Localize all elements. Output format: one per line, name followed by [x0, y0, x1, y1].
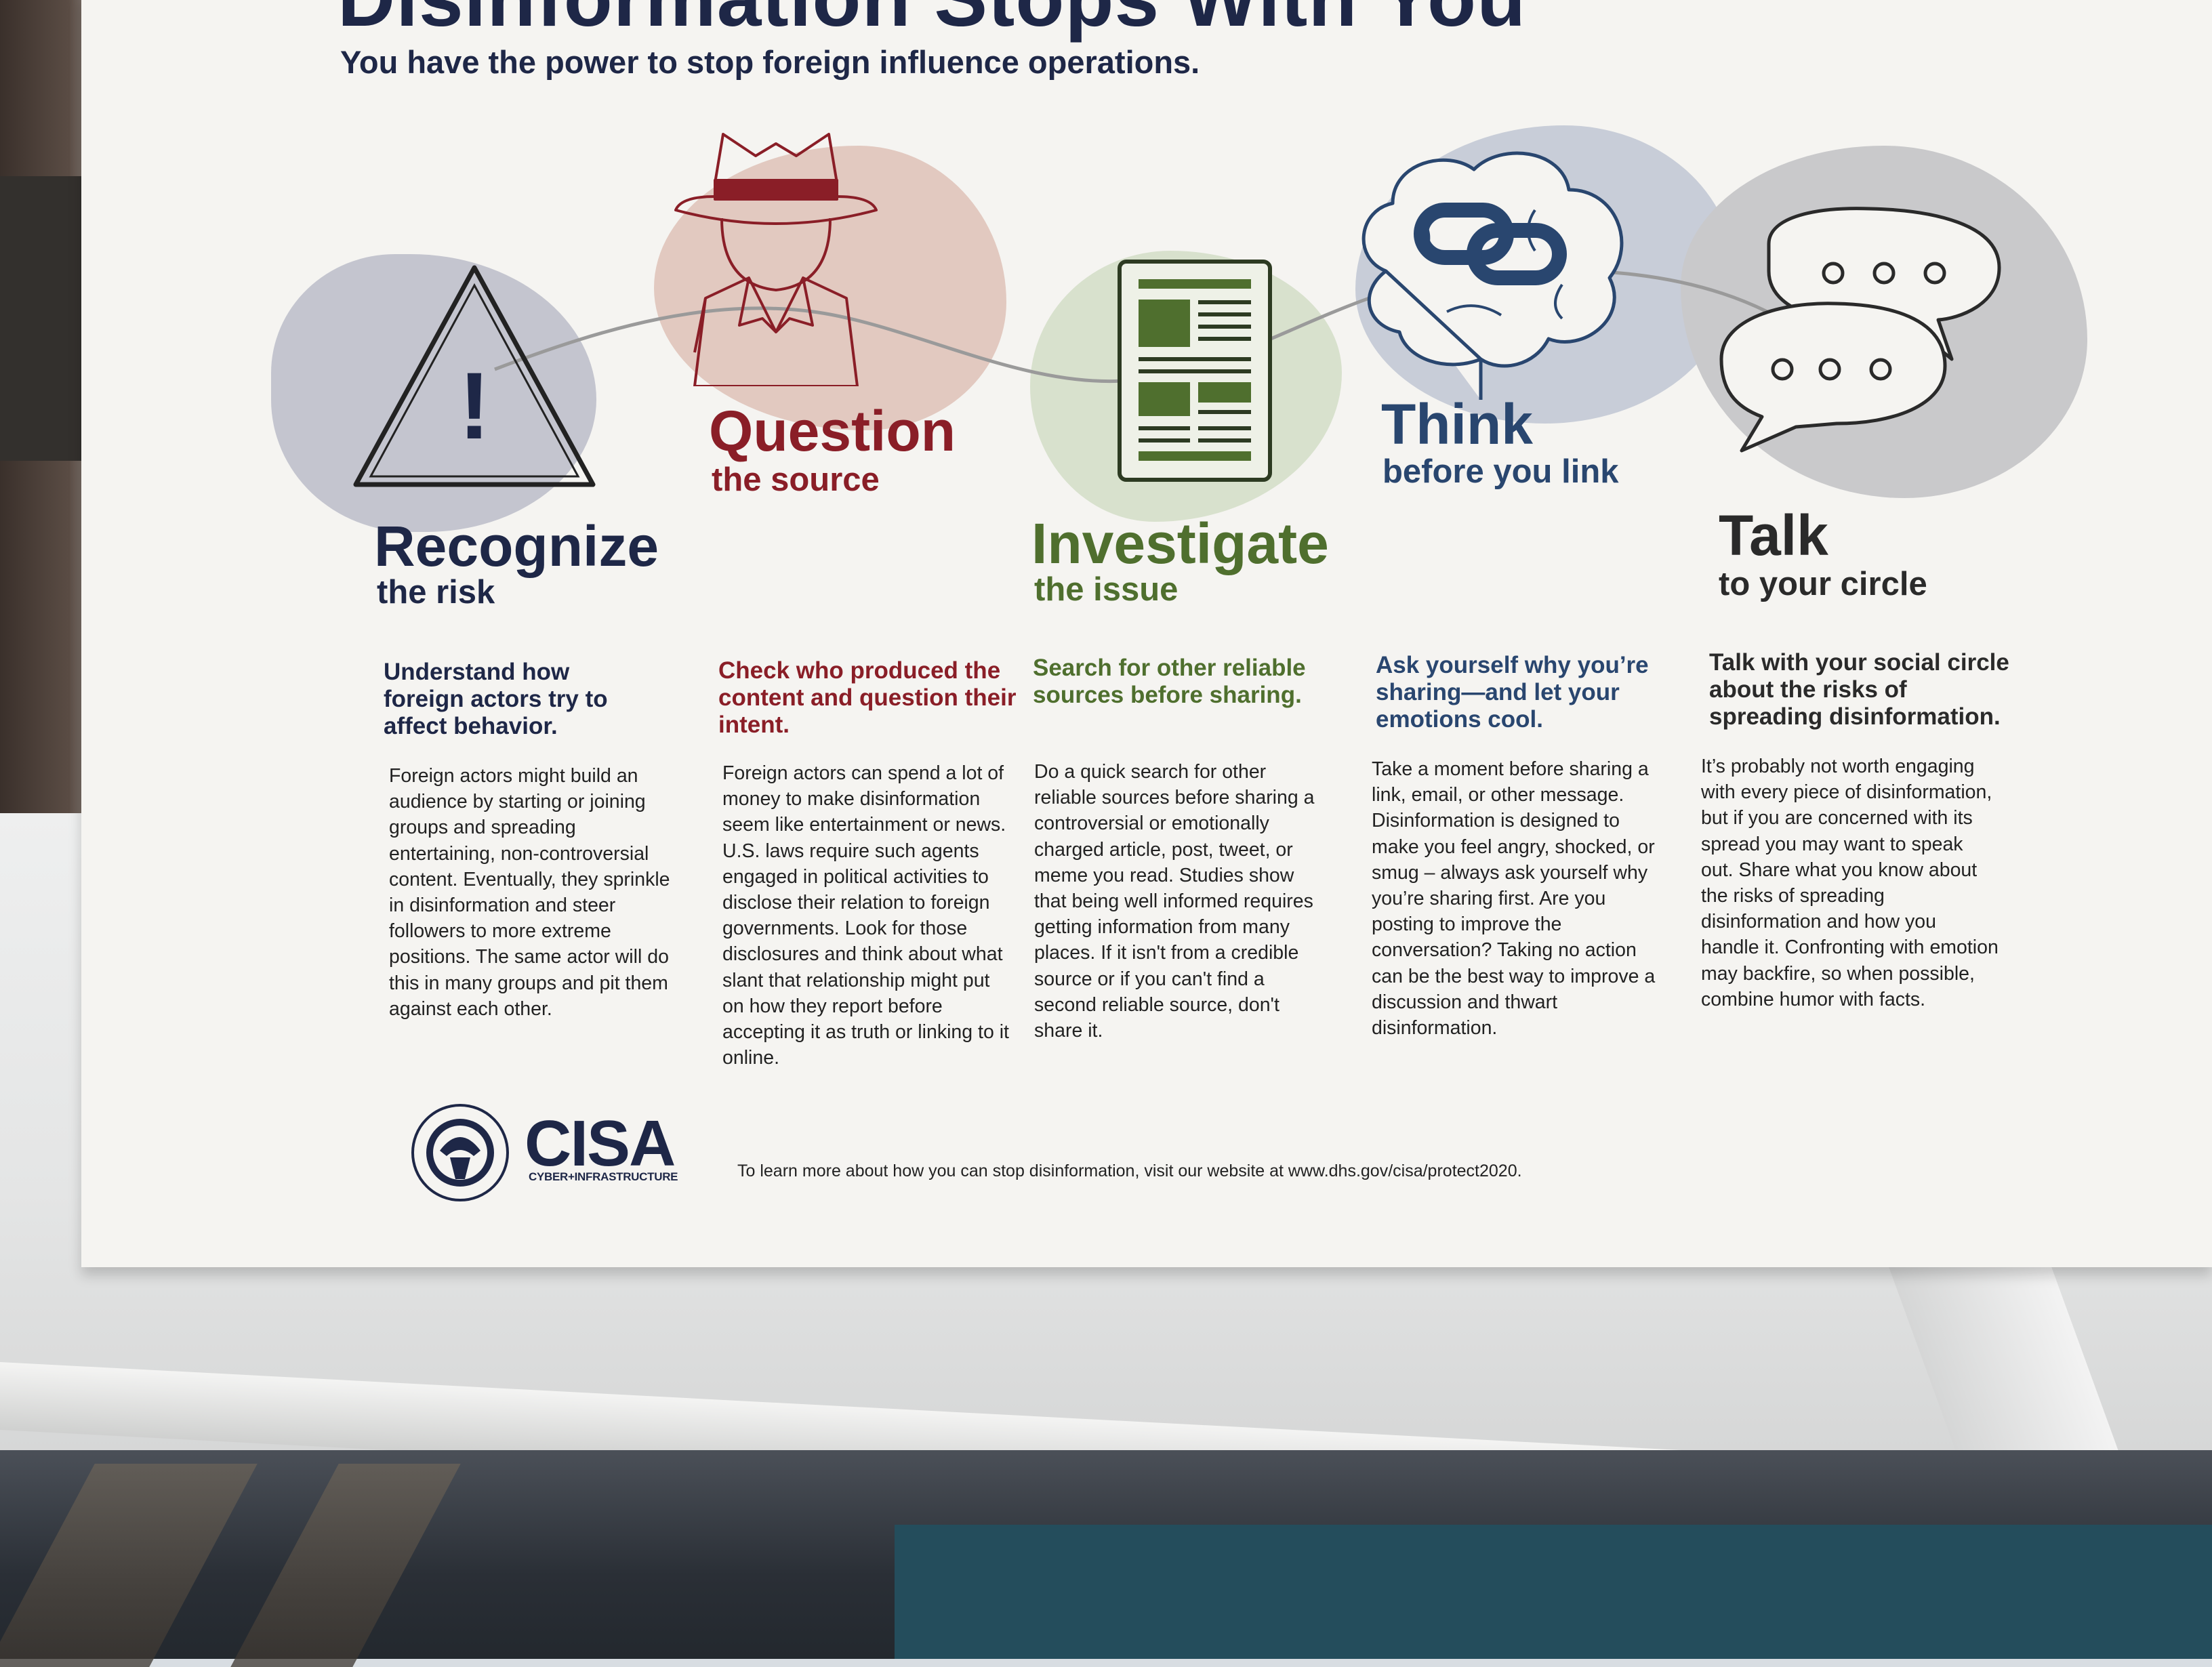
step-5-subheading: to your circle	[1719, 566, 1927, 602]
step-1-body: Foreign actors might build an audience b…	[389, 765, 670, 1020]
footer-note: To learn more about how you can stop dis…	[737, 1161, 1522, 1180]
warning-triangle-icon: !	[353, 265, 596, 487]
step-5-body: It’s probably not worth engaging with ev…	[1701, 756, 1999, 1010]
warning-exclamation: !	[459, 352, 491, 459]
step-4-subheading: before you link	[1382, 453, 1619, 490]
step-1-subheading: the risk	[377, 574, 495, 611]
step-2-subheading: the source	[712, 461, 880, 498]
poster-subtitle: You have the power to stop foreign influ…	[340, 44, 1200, 80]
cisa-tagline: CYBER+INFRASTRUCTURE	[529, 1170, 678, 1183]
step-1-heading: Recognize	[374, 514, 659, 578]
step-2-lead: Check who produced the content and quest…	[718, 657, 1017, 738]
step-3-lead: Search for other reliable sources before…	[1033, 655, 1306, 708]
step-3-body: Do a quick search for other reliable sou…	[1034, 761, 1315, 1042]
dhs-seal-icon	[411, 1104, 509, 1201]
chat-bubbles-icon	[1719, 207, 2001, 453]
step-5-lead: Talk with your social circle about the r…	[1709, 649, 2009, 730]
brain-link-icon	[1361, 151, 1624, 400]
step-2-body: Foreign actors can spend a lot of money …	[722, 762, 1009, 1069]
newspaper-document-icon	[1118, 260, 1272, 482]
step-4-heading: Think	[1381, 392, 1533, 456]
step-2-heading: Question	[709, 399, 956, 463]
step-4-body: Take a moment before sharing a link, ema…	[1372, 758, 1656, 1040]
spy-fedora-icon	[674, 133, 878, 386]
step-3-heading: Investigate	[1031, 512, 1329, 575]
poster-title: Disinformation Stops With You	[337, 0, 1526, 45]
teal-folder	[895, 1525, 2212, 1659]
step-4-lead: Ask yourself why you’re sharing—and let …	[1376, 652, 1649, 733]
step-1-lead: Understand how foreign actors try to aff…	[384, 659, 608, 739]
step-3-subheading: the issue	[1034, 571, 1179, 608]
cisa-logo: CISA	[525, 1107, 676, 1180]
step-5-heading: Talk	[1719, 503, 1828, 567]
